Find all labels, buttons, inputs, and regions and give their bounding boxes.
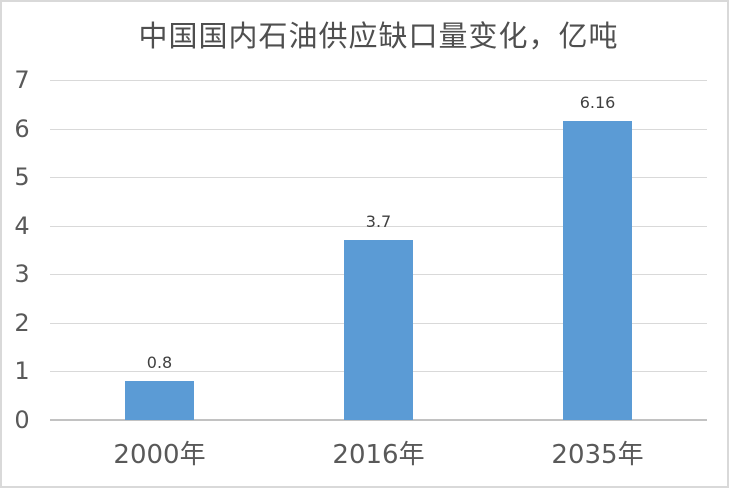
- y-tick-label-0: 0: [14, 406, 30, 434]
- y-tick-label-5: 5: [14, 163, 30, 192]
- y-tick-label-1: 1: [14, 357, 30, 386]
- x-axis-line: [50, 419, 707, 421]
- bar-2016年: [344, 240, 413, 420]
- bar-value-label-2016年: 3.7: [365, 212, 392, 232]
- bar-2000年: [125, 381, 194, 420]
- gridline-6: [50, 128, 707, 130]
- gridline-5: [50, 177, 707, 179]
- bar-value-label-2035年: 6.16: [579, 92, 616, 112]
- gridline-7: [50, 80, 707, 81]
- x-tick-label-2035年: 2035年: [551, 440, 644, 470]
- bar-2035年: [563, 120, 632, 420]
- y-tick-label-6: 6: [14, 114, 30, 143]
- x-tick-label-2000年: 2000年: [113, 440, 206, 470]
- bar-value-label-2000年: 0.8: [146, 353, 173, 373]
- y-tick-label-3: 3: [14, 260, 30, 289]
- gridline-4: [50, 225, 707, 227]
- y-tick-label-2: 2: [14, 308, 30, 337]
- y-tick-label-4: 4: [14, 211, 30, 240]
- x-tick-label-2016年: 2016年: [332, 440, 425, 470]
- y-tick-label-7: 7: [14, 66, 30, 94]
- chart-title: 中国国内石油供应缺口量变化，亿吨: [138, 19, 619, 53]
